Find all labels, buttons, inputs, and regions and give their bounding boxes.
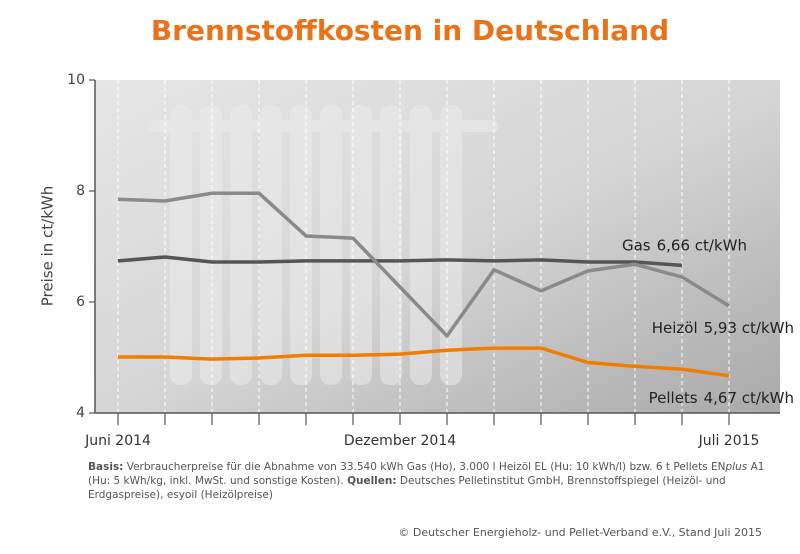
- series-name: Heizöl: [652, 318, 698, 336]
- y-tick-label: 6: [76, 294, 85, 310]
- copyright: © Deutscher Energieholz- und Pellet-Verb…: [398, 526, 762, 539]
- chart-title: Brennstoffkosten in Deutschland: [151, 14, 669, 47]
- x-tick-label: Dezember 2014: [344, 433, 456, 449]
- x-tick-label: Juli 2015: [698, 433, 760, 449]
- chart: Brennstoffkosten in Deutschland Preise i…: [39, 14, 795, 449]
- series-name: Gas: [622, 236, 651, 254]
- line-heizl: [117, 191, 730, 338]
- radiator-decoration: [148, 105, 498, 385]
- end-label: Gas 6,66 ct/kWh: [622, 236, 747, 254]
- y-tick-label: 4: [76, 405, 85, 421]
- basis-text: Verbraucherpreise für die Abnahme von 33…: [123, 461, 726, 473]
- y-tick-label: 10: [67, 72, 85, 88]
- y-tick-label: 8: [76, 183, 85, 199]
- line-gas: [117, 255, 683, 268]
- basis-label: Basis:: [88, 461, 124, 473]
- value-label: 6,66 ct/kWh: [657, 236, 747, 254]
- basis-text: A1 (Hu: 5 kWh/kg, inkl. MwSt. und sonsti…: [88, 461, 765, 487]
- value-label: 4,67 ct/kWh: [704, 388, 794, 406]
- basis-italic: plus: [725, 461, 748, 473]
- line-pellets: [118, 346, 730, 378]
- sources-label: Quellen:: [347, 475, 397, 487]
- end-label: Heizöl 5,93 ct/kWh: [652, 318, 794, 336]
- value-label: 5,93 ct/kWh: [704, 318, 794, 336]
- x-tick-label: Juni 2014: [84, 433, 151, 449]
- footnote: Basis: Verbraucherpreise für die Abnahme…: [88, 460, 778, 502]
- end-label: Pellets 4,67 ct/kWh: [649, 388, 794, 406]
- series-name: Pellets: [649, 388, 698, 406]
- sources-text: Deutsches Pelletinstitut GmbH, Brennstof…: [88, 475, 726, 501]
- y-axis-label: Preise in ct/kWh: [39, 186, 57, 306]
